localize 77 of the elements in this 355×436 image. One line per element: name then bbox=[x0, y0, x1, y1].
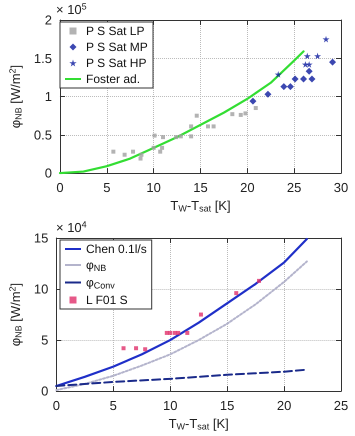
y-tick-label: 15 bbox=[34, 230, 48, 246]
y-tick-label: 2 bbox=[44, 12, 52, 28]
x-tick-label: 20 bbox=[240, 180, 255, 196]
point bbox=[122, 346, 126, 350]
point bbox=[286, 83, 294, 90]
line-series bbox=[55, 238, 308, 388]
x-tick-label: 0 bbox=[56, 180, 64, 196]
point bbox=[314, 52, 322, 60]
y-tick-label: 0.5 bbox=[34, 127, 52, 142]
point bbox=[174, 135, 178, 140]
x-tick-label: 20 bbox=[276, 398, 292, 414]
point bbox=[178, 134, 183, 138]
point bbox=[161, 135, 166, 140]
point bbox=[143, 347, 148, 352]
line-series bbox=[55, 368, 308, 387]
legend-label: P S Sat MP bbox=[86, 40, 148, 54]
point bbox=[134, 346, 138, 350]
point bbox=[168, 330, 172, 335]
point bbox=[198, 312, 203, 317]
x-tick-label: 10 bbox=[162, 398, 178, 414]
y-axis-title: φNB [W/m2] bbox=[8, 282, 24, 346]
point bbox=[139, 152, 144, 157]
point bbox=[329, 58, 336, 66]
point bbox=[160, 146, 164, 150]
point bbox=[111, 150, 116, 154]
point bbox=[131, 150, 136, 154]
point bbox=[254, 106, 258, 110]
line-series bbox=[58, 50, 305, 174]
point bbox=[230, 112, 234, 116]
x-tick-label: 15 bbox=[220, 398, 234, 414]
point bbox=[264, 90, 272, 98]
x-tick-label: 25 bbox=[286, 180, 302, 196]
legend-label: P S Sat LP bbox=[86, 24, 144, 38]
point bbox=[152, 146, 156, 150]
point bbox=[243, 111, 248, 116]
line-series bbox=[55, 260, 308, 392]
point bbox=[176, 330, 180, 335]
point bbox=[194, 114, 199, 118]
point bbox=[138, 156, 143, 161]
point bbox=[308, 75, 316, 82]
legend-label: Chen 0.1l/s bbox=[86, 242, 147, 256]
point bbox=[249, 98, 256, 105]
point bbox=[280, 83, 288, 90]
point bbox=[322, 36, 330, 42]
y-tick-label: 5 bbox=[41, 332, 48, 348]
point bbox=[152, 134, 157, 138]
x-tick-label: 15 bbox=[193, 180, 208, 196]
point bbox=[158, 150, 162, 154]
legend-label: L F01 S bbox=[86, 293, 128, 307]
point bbox=[300, 75, 308, 82]
point bbox=[304, 52, 311, 60]
legend-label: P S Sat HP bbox=[86, 56, 146, 70]
x-tick-label: 10 bbox=[146, 180, 161, 196]
point bbox=[189, 134, 194, 138]
point bbox=[238, 112, 243, 117]
point bbox=[306, 61, 313, 68]
x-tick-label: 25 bbox=[334, 398, 348, 414]
y-axis-title: φNB [W/m2] bbox=[8, 64, 24, 128]
y-tick-label: 0 bbox=[44, 166, 52, 181]
point bbox=[189, 124, 194, 128]
x-tick-label: 5 bbox=[110, 398, 117, 414]
point bbox=[257, 278, 262, 283]
point bbox=[292, 75, 299, 82]
point bbox=[185, 330, 190, 335]
y-tick-label: 10 bbox=[34, 282, 48, 297]
point bbox=[122, 152, 127, 157]
y-tick-label: 0 bbox=[41, 384, 48, 399]
point bbox=[274, 71, 282, 78]
point bbox=[206, 124, 210, 128]
y-tick-label: 1.5 bbox=[34, 50, 52, 66]
point bbox=[234, 291, 238, 296]
x-tick-label: 30 bbox=[334, 180, 348, 196]
y-tick-label: 1 bbox=[44, 89, 52, 104]
x-tick-label: 5 bbox=[103, 180, 110, 196]
legend-label: Foster ad. bbox=[86, 72, 140, 86]
point bbox=[306, 68, 313, 75]
point bbox=[212, 124, 216, 128]
